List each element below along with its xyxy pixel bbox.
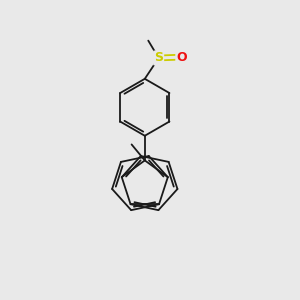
Text: O: O xyxy=(176,51,187,64)
Text: S: S xyxy=(154,52,163,64)
